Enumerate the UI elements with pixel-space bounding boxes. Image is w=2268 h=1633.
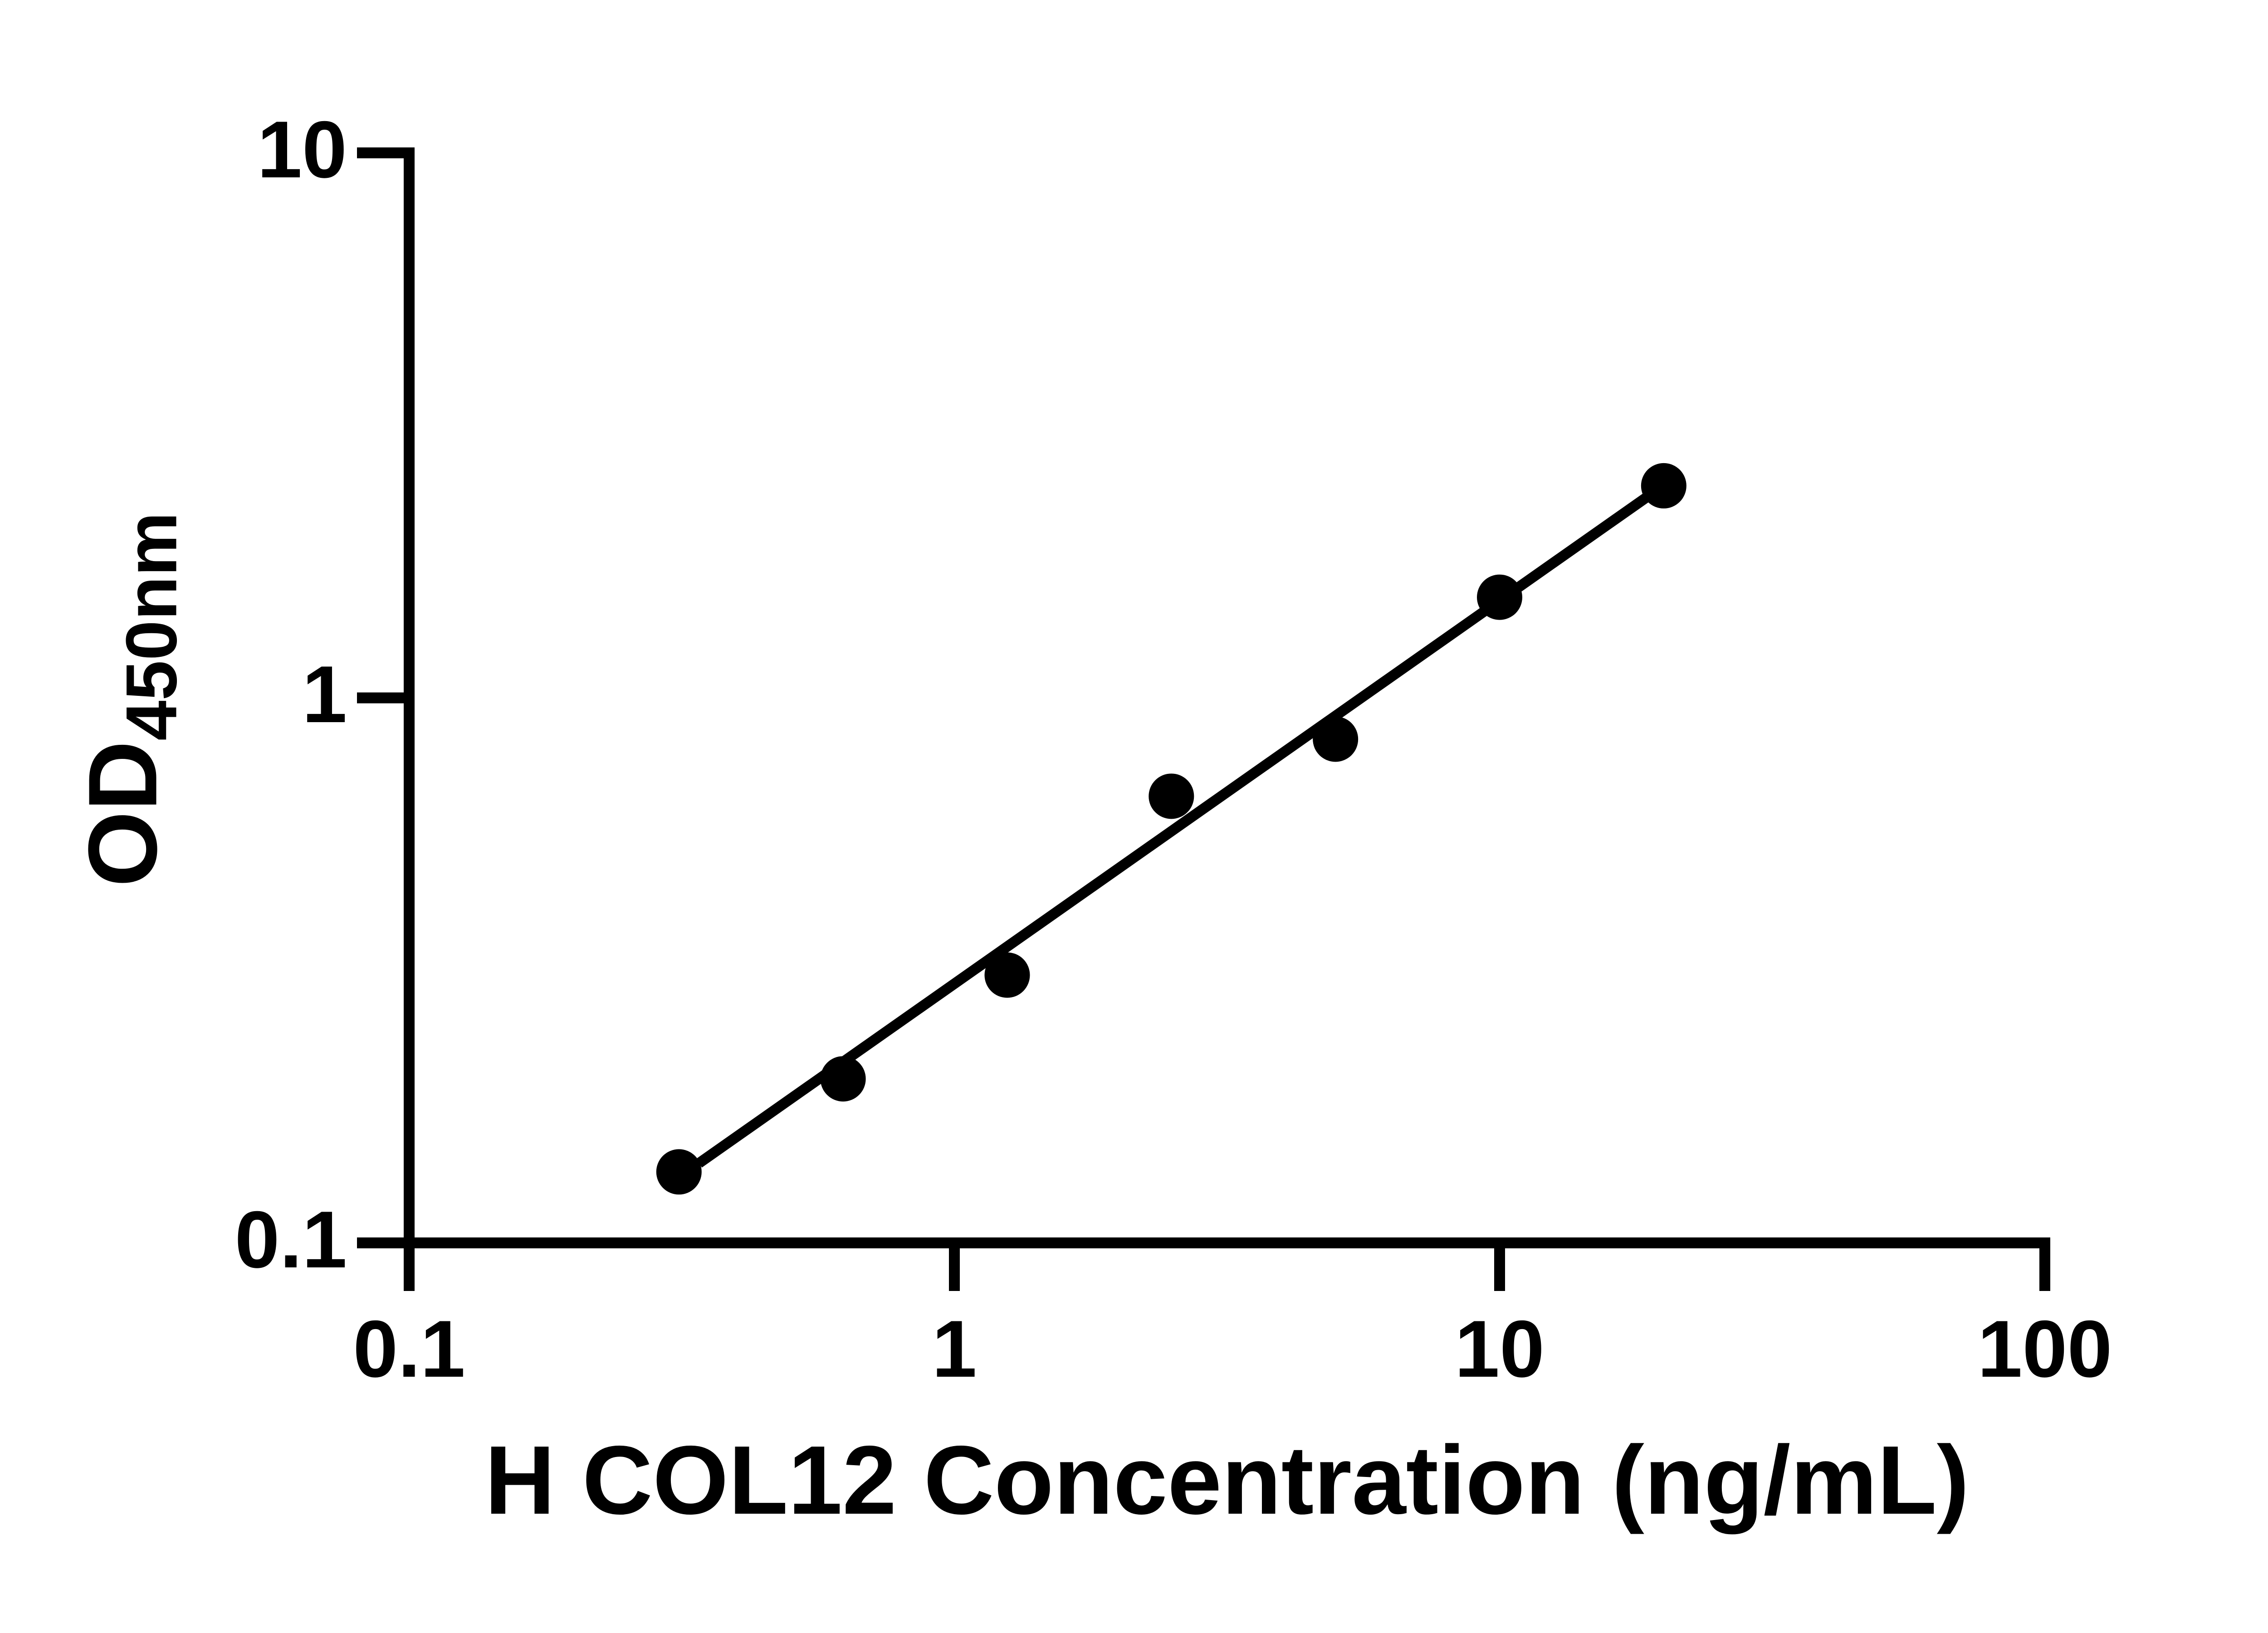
y-axis-title-main: OD (68, 740, 177, 887)
data-point (984, 952, 1030, 998)
x-tick-label: 0.1 (353, 1304, 465, 1394)
x-tick-label: 1 (932, 1304, 977, 1394)
data-point (1149, 773, 1194, 819)
data-point (1641, 463, 1686, 508)
x-tick-label: 10 (1455, 1304, 1545, 1394)
x-axis-title: H COL12 Concentration (ng/mL) (484, 1425, 1970, 1535)
data-point (820, 1056, 866, 1102)
data-point (1477, 574, 1522, 620)
y-tick-label: 10 (257, 104, 347, 195)
x-tick-label: 100 (1977, 1304, 2112, 1394)
y-axis-title-subscript: 450nm (111, 512, 192, 741)
y-tick-label: 1 (302, 649, 347, 739)
y-axis-title: OD450nm (68, 512, 200, 887)
y-tick-label: 0.1 (235, 1194, 347, 1285)
data-point (1313, 716, 1359, 762)
data-point (656, 1149, 702, 1195)
